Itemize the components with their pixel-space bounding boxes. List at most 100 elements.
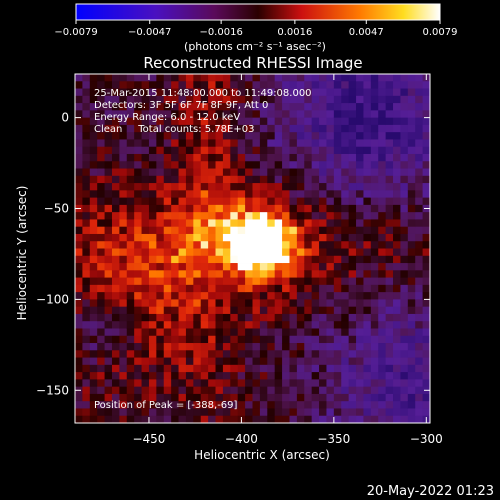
heatmap-pixel: [200, 343, 209, 351]
heatmap-pixel: [274, 313, 283, 322]
heatmap-pixel: [245, 110, 253, 119]
heatmap-pixel: [119, 117, 128, 126]
heatmap-pixel: [119, 190, 128, 198]
heatmap-pixel: [245, 183, 253, 191]
heatmap-pixel: [370, 175, 379, 184]
heatmap-pixel: [415, 219, 424, 228]
heatmap-pixel: [222, 255, 231, 264]
heatmap-pixel: [393, 408, 401, 417]
heatmap-pixel: [245, 284, 253, 293]
heatmap-pixel: [282, 103, 290, 111]
heatmap-pixel: [363, 248, 372, 257]
heatmap-pixel: [82, 277, 91, 286]
heatmap-pixel: [341, 103, 350, 111]
heatmap-pixel: [341, 241, 350, 249]
heatmap-pixel: [193, 350, 202, 358]
heatmap-pixel: [252, 233, 261, 242]
heatmap-pixel: [82, 313, 91, 322]
heatmap-pixel: [422, 190, 431, 198]
heatmap-pixel: [171, 110, 179, 119]
heatmap-pixel: [415, 153, 424, 162]
heatmap-pixel: [400, 161, 409, 169]
heatmap-pixel: [363, 292, 372, 300]
heatmap-pixel: [111, 343, 120, 351]
heatmap-pixel: [111, 415, 120, 424]
heatmap-pixel: [134, 364, 142, 373]
heatmap-pixel: [252, 161, 261, 169]
heatmap-pixel: [319, 117, 327, 126]
heatmap-pixel: [393, 277, 401, 286]
heatmap-pixel: [178, 88, 187, 97]
heatmap-pixel: [252, 81, 261, 89]
heatmap-pixel: [134, 175, 142, 184]
heatmap-pixel: [378, 168, 387, 177]
heatmap-pixel: [163, 255, 172, 264]
heatmap-pixel: [126, 408, 135, 417]
heatmap-pixel: [289, 306, 298, 315]
heatmap-pixel: [82, 95, 91, 104]
heatmap-pixel: [407, 117, 416, 126]
heatmap-pixel: [171, 284, 179, 293]
heatmap-pixel: [237, 219, 246, 228]
heatmap-pixel: [326, 226, 335, 235]
heatmap-pixel: [363, 284, 372, 293]
heatmap-pixel: [178, 226, 187, 235]
heatmap-pixel: [126, 212, 135, 220]
heatmap-pixel: [385, 132, 394, 140]
heatmap-pixel: [178, 146, 187, 155]
heatmap-pixel: [178, 248, 187, 257]
heatmap-pixel: [163, 248, 172, 257]
heatmap-pixel: [393, 284, 401, 293]
heatmap-pixel: [178, 415, 187, 424]
heatmap-pixel: [215, 379, 224, 388]
heatmap-pixel: [341, 364, 350, 373]
heatmap-pixel: [178, 270, 187, 278]
heatmap-pixel: [289, 299, 298, 308]
heatmap-pixel: [393, 204, 401, 213]
heatmap-pixel: [378, 386, 387, 395]
heatmap-pixel: [356, 204, 364, 213]
heatmap-pixel: [370, 335, 379, 344]
heatmap-pixel: [185, 401, 194, 409]
heatmap-pixel: [400, 139, 409, 148]
heatmap-pixel: [304, 299, 313, 308]
heatmap-pixel: [230, 74, 239, 82]
heatmap-pixel: [311, 328, 320, 337]
heatmap-pixel: [148, 299, 157, 308]
heatmap-pixel: [326, 343, 335, 351]
heatmap-pixel: [111, 124, 120, 133]
heatmap-pixel: [259, 124, 268, 133]
y-tick-label: −100: [36, 292, 69, 306]
heatmap-pixel: [119, 81, 128, 89]
heatmap-pixel: [267, 270, 276, 278]
heatmap-pixel: [230, 393, 239, 402]
heatmap-pixel: [326, 175, 335, 184]
heatmap-pixel: [111, 139, 120, 148]
heatmap-pixel: [407, 372, 416, 380]
heatmap-pixel: [400, 299, 409, 308]
heatmap-pixel: [141, 270, 150, 278]
heatmap-pixel: [378, 313, 387, 322]
heatmap-pixel: [75, 401, 83, 409]
heatmap-pixel: [341, 401, 350, 409]
heatmap-pixel: [267, 146, 276, 155]
heatmap-pixel: [370, 226, 379, 235]
heatmap-pixel: [356, 364, 364, 373]
heatmap-pixel: [126, 103, 135, 111]
heatmap-pixel: [415, 270, 424, 278]
heatmap-pixel: [134, 146, 142, 155]
heatmap-pixel: [148, 153, 157, 162]
heatmap-pixel: [333, 292, 342, 300]
heatmap-pixel: [215, 401, 224, 409]
heatmap-pixel: [171, 263, 179, 271]
heatmap-pixel: [193, 401, 202, 409]
annotation-time: 25-Mar-2015 11:48:00.000 to 11:49:08.000: [94, 88, 312, 99]
heatmap-pixel: [385, 233, 394, 242]
heatmap-pixel: [104, 401, 113, 409]
heatmap-pixel: [393, 74, 401, 82]
heatmap-pixel: [200, 74, 209, 82]
heatmap-pixel: [163, 226, 172, 235]
heatmap-pixel: [185, 321, 194, 329]
heatmap-pixel: [415, 233, 424, 242]
heatmap-pixel: [193, 212, 202, 220]
